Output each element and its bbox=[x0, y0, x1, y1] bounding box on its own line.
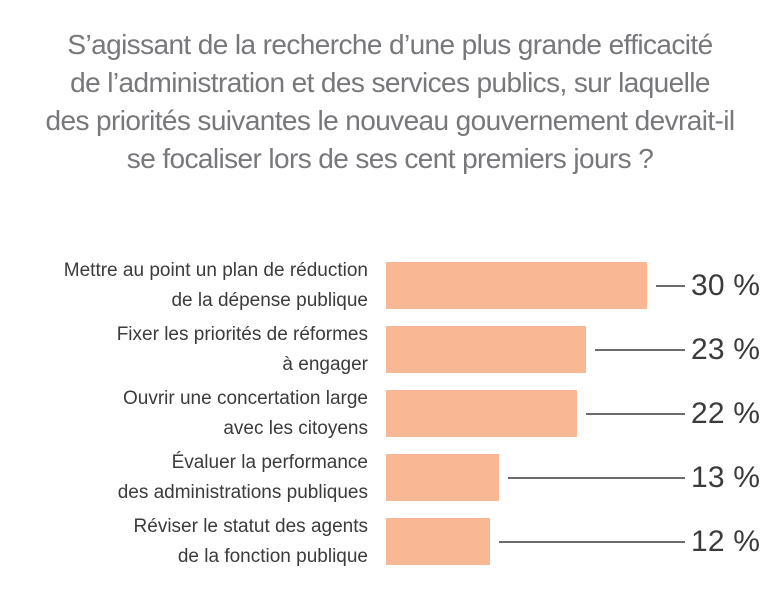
bar-row: Évaluer la performance des administratio… bbox=[0, 452, 761, 503]
bar-category-label: Ouvrir une concertation large avec les c… bbox=[122, 387, 368, 439]
bar-value-label: 22 % bbox=[691, 396, 761, 430]
bar-row: Mettre au point un plan de réduction de … bbox=[0, 260, 761, 311]
bar-value-label: 23 % bbox=[691, 332, 761, 366]
bar-category-label: Mettre au point un plan de réduction de … bbox=[63, 259, 368, 311]
chart-title: S’agissant de la recherche d’une plus gr… bbox=[45, 29, 736, 174]
leader-line bbox=[656, 284, 685, 287]
leader-line bbox=[508, 476, 685, 479]
bar bbox=[386, 326, 586, 373]
bar-value-label: 12 % bbox=[691, 524, 761, 558]
bar bbox=[386, 390, 577, 437]
bar-category-label: Réviser le statut des agents de la fonct… bbox=[133, 515, 368, 567]
leader-line bbox=[586, 412, 685, 415]
bar bbox=[386, 262, 647, 309]
bar-row: Fixer les priorités de réformes à engage… bbox=[0, 324, 761, 375]
leader-line bbox=[595, 348, 685, 351]
leader-line bbox=[499, 540, 685, 543]
bar-category-label: Fixer les priorités de réformes à engage… bbox=[116, 323, 368, 375]
bar-value-label: 30 % bbox=[691, 268, 761, 302]
chart-area: Mettre au point un plan de réduction de … bbox=[0, 260, 780, 582]
bar-category-label: Évaluer la performance des administratio… bbox=[117, 451, 368, 503]
bar-value-label: 13 % bbox=[691, 460, 761, 494]
bar bbox=[386, 518, 490, 565]
bar-row: Réviser le statut des agents de la fonct… bbox=[0, 516, 761, 567]
bar bbox=[386, 454, 499, 501]
bar-row: Ouvrir une concertation large avec les c… bbox=[0, 388, 761, 439]
